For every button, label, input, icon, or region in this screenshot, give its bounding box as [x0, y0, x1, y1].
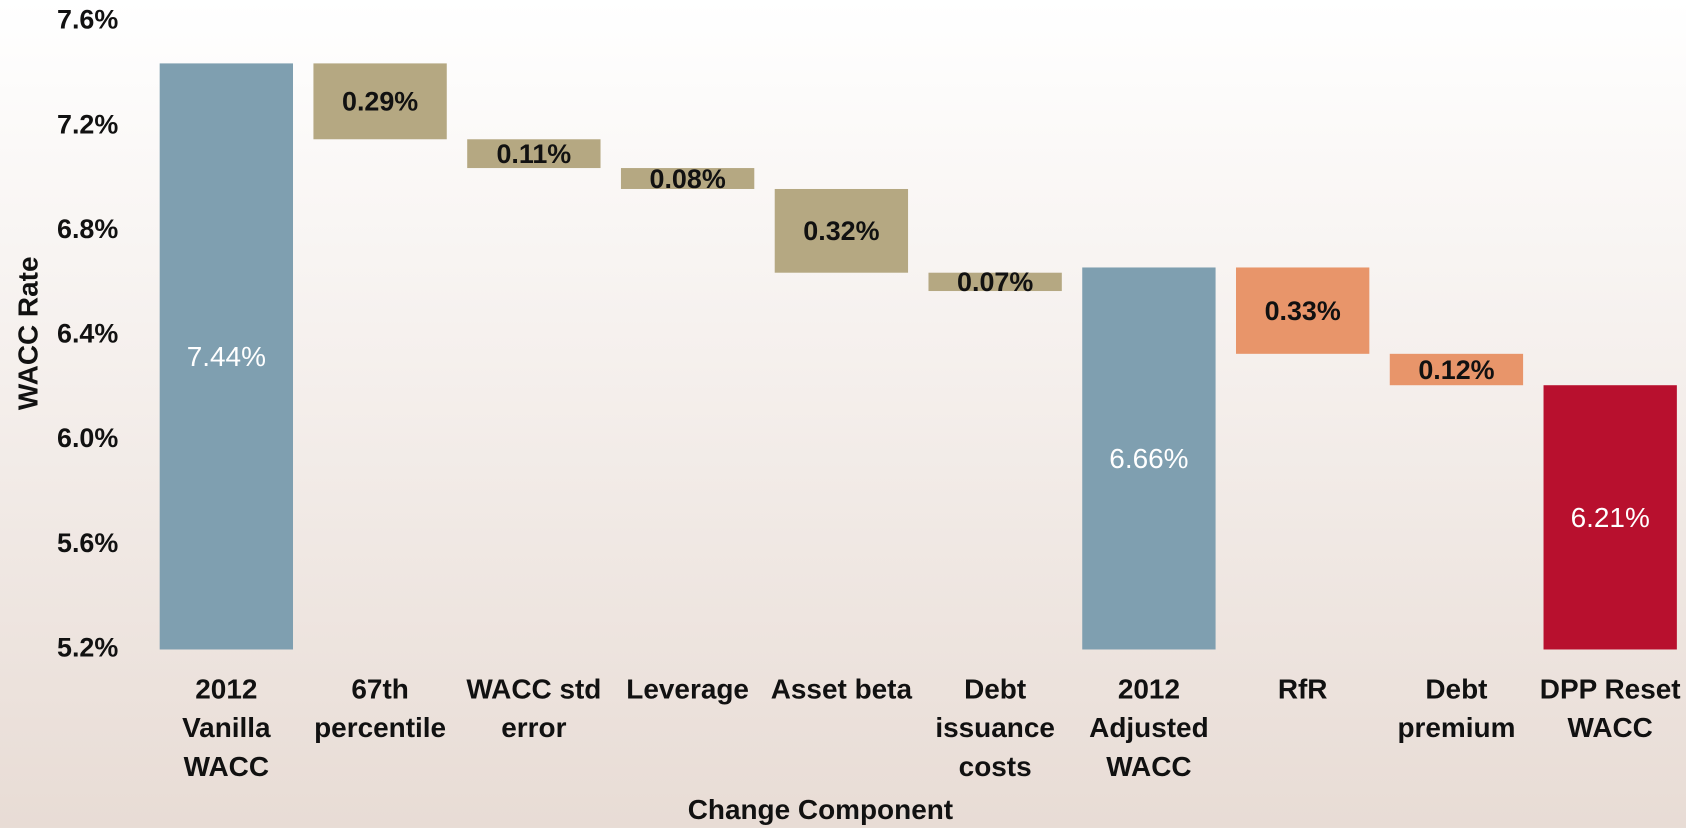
- label-line: 67th: [351, 674, 408, 705]
- label-line: Asset beta: [771, 674, 913, 705]
- x-tick-label: WACC std error: [466, 674, 601, 744]
- x-tick-label: Leverage: [626, 674, 749, 705]
- label-line: WACC std: [466, 674, 601, 705]
- label-line: Leverage: [626, 674, 749, 705]
- x-tick-label: 67th percentile: [314, 674, 446, 744]
- label-line: Debt: [964, 674, 1026, 705]
- data-label: 6.66%: [1109, 443, 1188, 474]
- label-line: 2012: [195, 674, 257, 705]
- x-tick-label: Asset beta: [771, 674, 913, 705]
- data-label: 0.33%: [1265, 296, 1341, 326]
- x-tick-label: Debt premium: [1397, 674, 1515, 744]
- x-axis-title: Change Component: [688, 794, 953, 825]
- bar: [1389, 353, 1524, 386]
- y-tick-label: 6.4%: [57, 319, 118, 349]
- data-label: 0.29%: [342, 87, 418, 117]
- y-tick-label: 6.8%: [57, 214, 118, 244]
- data-label: 0.07%: [957, 267, 1033, 297]
- label-line: issuance: [935, 713, 1055, 744]
- label-line: percentile: [314, 713, 446, 744]
- y-tick-label: 6.0%: [57, 423, 118, 453]
- bar: [467, 139, 601, 169]
- data-label: 6.21%: [1571, 502, 1650, 533]
- label-line: DPP Reset: [1540, 674, 1681, 705]
- bar: [928, 272, 1062, 292]
- label-line: premium: [1397, 713, 1515, 744]
- bar: [620, 168, 755, 189]
- bar: [159, 63, 294, 650]
- y-tick-label: 7.6%: [57, 5, 118, 35]
- label-line: costs: [959, 751, 1032, 782]
- x-tick-label: Debt issuance costs: [935, 674, 1055, 782]
- label-line: error: [501, 713, 566, 744]
- data-label: 0.12%: [1418, 355, 1494, 385]
- label-line: WACC: [184, 751, 269, 782]
- label-line: 2012: [1118, 674, 1180, 705]
- label-line: WACC: [1568, 713, 1653, 744]
- label-line: Adjusted: [1089, 713, 1209, 744]
- y-tick-label: 5.2%: [57, 633, 118, 663]
- label-line: WACC: [1106, 751, 1191, 782]
- bar: [774, 188, 909, 273]
- x-tick-label: RfR: [1278, 674, 1328, 705]
- y-tick-label: 5.6%: [57, 528, 118, 558]
- y-tick-label: 7.2%: [57, 109, 118, 139]
- data-label: 0.11%: [496, 139, 571, 169]
- label-line: Debt: [1425, 674, 1487, 705]
- x-tick-label: 2012 Vanilla WACC: [182, 674, 271, 782]
- bar: [313, 63, 447, 140]
- data-label: 0.08%: [650, 164, 726, 194]
- data-label: 0.32%: [803, 216, 879, 246]
- bar: [1543, 385, 1677, 650]
- y-axis-title: WACC Rate: [12, 257, 43, 411]
- x-tick-label: 2012 Adjusted WACC: [1089, 674, 1209, 782]
- bar: [1236, 267, 1370, 354]
- label-line: Vanilla: [182, 713, 271, 744]
- data-label: 7.44%: [187, 341, 266, 372]
- bar: [1082, 267, 1216, 650]
- label-line: RfR: [1278, 674, 1328, 705]
- x-tick-label: DPP Reset WACC: [1540, 674, 1681, 744]
